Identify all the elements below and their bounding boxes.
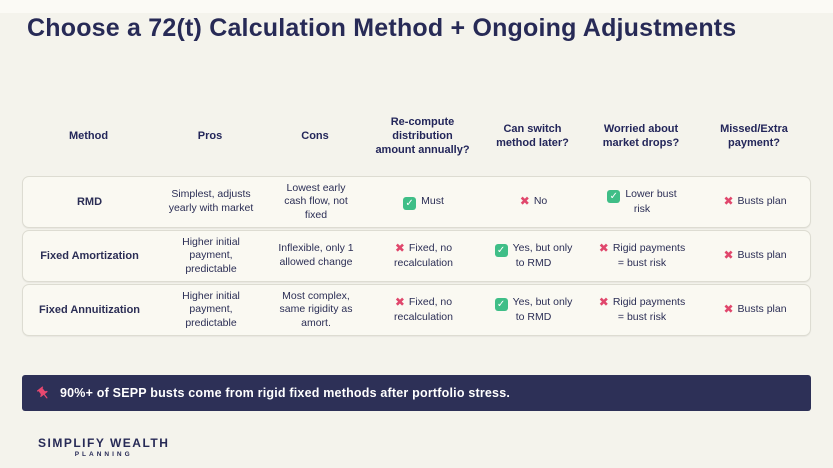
callout-banner: 90%+ of SEPP busts come from rigid fixed… (22, 375, 811, 411)
column-header-recompute: Re-compute distribution amount annually? (375, 115, 470, 157)
method-cell: Fixed Annuitization (38, 303, 141, 316)
market-drops-cell: ✖ Rigid payments = bust risk (586, 237, 698, 274)
cross-icon: ✖ (394, 241, 405, 256)
pros-cell: Simplest, adjusts yearly with market (168, 188, 254, 214)
page-title: Choose a 72(t) Calculation Method + Ongo… (27, 14, 737, 42)
brand-logo: SIMPLIFY WEALTH PLANNING (38, 436, 169, 458)
recompute-cell: ✖ Fixed, no recalculation (366, 237, 481, 274)
cross-icon: ✖ (598, 295, 609, 310)
table-row-fixed-amortization: Fixed Amortization Higher initial paymen… (22, 230, 811, 282)
flag-label: No (533, 195, 548, 208)
column-header-cons: Cons (301, 129, 329, 142)
cross-icon: ✖ (519, 194, 530, 209)
recompute-cell: ✓ Must (366, 191, 481, 214)
cons-cell: Inflexible, only 1 allowed change (278, 242, 354, 268)
method-cell: Fixed Amortization (40, 249, 139, 262)
market-drops-cell: ✖ Rigid payments = bust risk (586, 291, 698, 328)
column-header-market-drops: Worried about market drops? (602, 122, 680, 149)
column-header-switch: Can switch method later? (496, 122, 569, 149)
flag-label: Must (421, 194, 444, 207)
callout-text: 90%+ of SEPP busts come from rigid fixed… (60, 386, 511, 400)
check-icon: ✓ (607, 189, 621, 203)
check-icon: ✓ (494, 243, 508, 257)
cons-cell: Lowest early cash flow, not fixed (284, 181, 348, 221)
flag-label: Lower bust risk (625, 187, 677, 215)
switch-cell: ✓ Yes, but only to RMD (481, 292, 586, 329)
cross-icon: ✖ (723, 194, 734, 209)
table-row-fixed-annuitization: Fixed Annuitization Higher initial payme… (22, 284, 811, 336)
pros-cell: Higher initial payment, predictable (182, 289, 240, 329)
switch-cell: ✖ No (481, 190, 586, 214)
column-header-pros: Pros (197, 129, 223, 142)
missed-payment-cell: ✖ Busts plan (698, 244, 812, 268)
flag-label: Yes, but only to RMD (512, 241, 573, 269)
market-drops-cell: ✓ Lower bust risk (586, 184, 698, 221)
flag-label: Fixed, no recalculation (394, 296, 453, 323)
check-icon: ✓ (403, 196, 417, 210)
table-row-rmd: RMD Simplest, adjusts yearly with market… (22, 176, 811, 228)
comparison-table: Method Pros Cons Re-compute distribution… (22, 104, 811, 338)
cons-cell: Most complex, same rigidity as amort. (279, 289, 353, 329)
column-header-missed-payment: Missed/Extra payment? (720, 122, 788, 149)
flag-label: Yes, but only to RMD (512, 295, 573, 323)
flag-label: Busts plan (737, 195, 787, 208)
table-header-row: Method Pros Cons Re-compute distribution… (22, 104, 811, 168)
flag-label: Rigid payments = bust risk (612, 296, 686, 323)
cross-icon: ✖ (723, 248, 734, 263)
pros-cell: Higher initial payment, predictable (182, 235, 240, 275)
missed-payment-cell: ✖ Busts plan (698, 298, 812, 322)
check-icon: ✓ (494, 297, 508, 311)
cross-icon: ✖ (394, 295, 405, 310)
flag-label: Rigid payments = bust risk (612, 242, 686, 269)
flag-label: Busts plan (737, 249, 787, 262)
cross-icon: ✖ (598, 241, 609, 256)
flag-label: Fixed, no recalculation (394, 242, 453, 269)
pushpin-icon (33, 382, 54, 403)
recompute-cell: ✖ Fixed, no recalculation (366, 291, 481, 328)
cross-icon: ✖ (723, 302, 734, 317)
missed-payment-cell: ✖ Busts plan (698, 190, 812, 214)
method-cell: RMD (76, 195, 103, 208)
logo-subtitle: PLANNING (74, 451, 133, 458)
column-header-method: Method (68, 129, 109, 142)
flag-label: Busts plan (737, 303, 787, 316)
switch-cell: ✓ Yes, but only to RMD (481, 238, 586, 275)
logo-name: SIMPLIFY WEALTH (38, 436, 170, 450)
